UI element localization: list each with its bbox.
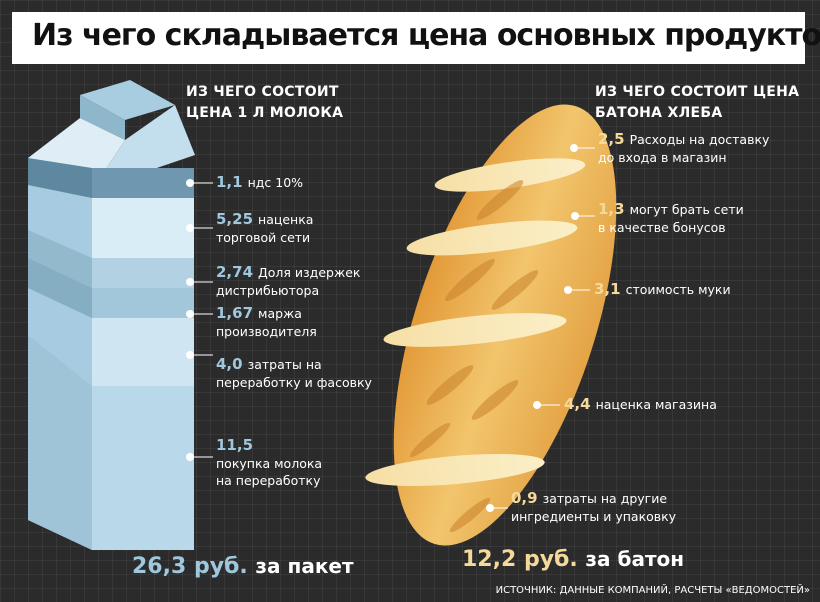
milk-item-text: производителя — [216, 324, 317, 339]
carton-band-vat — [92, 168, 194, 198]
bread-item-value: 1,3 — [598, 200, 625, 218]
milk-item-distributor: 2,74 Доля издержек дистрибьютора — [216, 264, 360, 299]
milk-item-value: 1,67 — [216, 304, 254, 322]
milk-carton — [28, 80, 195, 550]
milk-connectors — [186, 179, 213, 461]
bread-item-delivery: 2,5 Расходы на доставку до входа в магази… — [598, 131, 769, 166]
milk-item-value: 11,5 — [216, 436, 254, 454]
milk-item-text: маржа — [258, 306, 302, 321]
bread-loaf — [365, 104, 617, 546]
milk-item-text: покупка молока — [216, 456, 323, 471]
carton-band-retail — [92, 198, 194, 258]
milk-item-value: 4,0 — [216, 355, 243, 373]
milk-item-value: 5,25 — [216, 210, 254, 228]
milk-item-raw-milk: 11,5 покупка молока на переработку — [216, 437, 322, 489]
bread-slice-2 — [406, 220, 578, 256]
bread-total-unit: за батон — [585, 547, 685, 571]
milk-item-processing: 4,0 затраты на переработку и фасовку — [216, 356, 372, 391]
milk-item-value: 2,74 — [216, 263, 254, 281]
milk-item-text: затраты на — [247, 357, 322, 372]
bread-heading-line1: ИЗ ЧЕГО СОСТОИТ ЦЕНА — [595, 84, 800, 100]
carton-band-processing — [92, 318, 194, 386]
milk-item-text: дистрибьютора — [216, 283, 320, 298]
bread-item-text: наценка магазина — [595, 397, 717, 412]
milk-item-retail-markup: 5,25 наценка торговой сети — [216, 211, 313, 246]
bread-item-store-markup: 4,4 наценка магазина — [564, 396, 717, 414]
page-title: Из чего складывается цена основных проду… — [32, 18, 820, 53]
milk-item-text: ндс 10% — [247, 175, 304, 190]
carton-band-producer — [92, 288, 194, 318]
bread-item-text: ингредиенты и упаковку — [511, 509, 677, 524]
bread-item-text: могут брать сети — [629, 202, 744, 217]
bread-slice-4 — [365, 453, 545, 487]
bread-connectors — [486, 144, 595, 512]
milk-heading-line2: ЦЕНА 1 Л МОЛОКА — [186, 105, 344, 121]
bread-item-text: стоимость муки — [625, 282, 731, 297]
milk-item-text: наценка — [258, 212, 314, 227]
bread-item-ingredients: 0,9 затраты на другие ингредиенты и упако… — [511, 490, 676, 525]
carton-cap — [80, 80, 175, 120]
milk-total-value: 26,3 руб. — [132, 554, 248, 579]
bread-total: 12,2 руб. за батон — [462, 547, 684, 572]
bread-item-text: до входа в магазин — [598, 150, 727, 165]
title-banner: Из чего складывается цена основных проду… — [12, 12, 820, 64]
milk-total: 26,3 руб. за пакет — [132, 554, 354, 579]
milk-item-text: торговой сети — [216, 230, 311, 245]
bread-item-text: в качестве бонусов — [598, 220, 726, 235]
carton-band-distributor — [92, 258, 194, 288]
bread-heading: ИЗ ЧЕГО СОСТОИТ ЦЕНА БАТОНА ХЛЕБА — [595, 82, 799, 124]
bread-item-value: 4,4 — [564, 395, 591, 413]
milk-item-producer: 1,67 маржа производителя — [216, 305, 317, 340]
bread-item-text: Расходы на доставку — [629, 132, 770, 147]
bread-total-value: 12,2 руб. — [462, 547, 578, 572]
milk-heading: ИЗ ЧЕГО СОСТОИТ ЦЕНА 1 Л МОЛОКА — [186, 82, 343, 124]
milk-item-text: Доля издержек — [258, 265, 361, 280]
milk-item-value: 1,1 — [216, 173, 243, 191]
milk-total-unit: за пакет — [255, 554, 354, 578]
bread-slice-1 — [434, 158, 586, 192]
carton-band-milk — [92, 386, 194, 550]
bread-item-value: 2,5 — [598, 130, 625, 148]
source-note: ИСТОЧНИК: ДАННЫЕ КОМПАНИЙ, РАСЧЕТЫ «ВЕДО… — [495, 585, 810, 596]
milk-item-vat: 1,1 ндс 10% — [216, 174, 303, 192]
bread-heading-line2: БАТОНА ХЛЕБА — [595, 105, 723, 121]
bread-item-text: затраты на другие — [542, 491, 668, 506]
bread-item-bonuses: 1,3 могут брать сети в качестве бонусов — [598, 201, 744, 236]
milk-item-text: на переработку — [216, 473, 321, 488]
milk-heading-line1: ИЗ ЧЕГО СОСТОИТ — [186, 84, 339, 100]
bread-item-value: 0,9 — [511, 489, 538, 507]
bread-item-flour: 3,1 стоимость муки — [594, 281, 731, 299]
bread-slice-3 — [383, 313, 567, 347]
milk-item-text: переработку и фасовку — [216, 375, 372, 390]
bread-item-value: 3,1 — [594, 280, 621, 298]
